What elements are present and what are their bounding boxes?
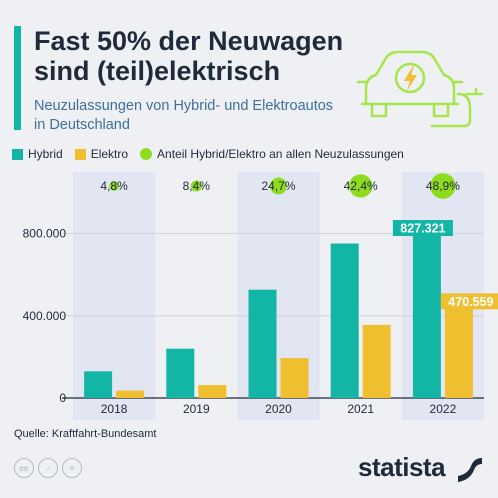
x-tick-label: 2020 [265, 402, 292, 416]
license-icons: cc ♂ = [14, 458, 86, 478]
bar-elektro-2018 [116, 390, 145, 398]
x-tick-label: 2021 [347, 402, 374, 416]
value-label-box-elektro [440, 293, 498, 310]
bar-chart: 0 400.000 800.000 2018 4,8% 2019 8,4% 2020 24,7%… [23, 172, 498, 420]
chart-legend: Hybrid Elektro Anteil Hybrid/Elektro an … [12, 146, 416, 162]
legend-label-hybrid: Hybrid [28, 147, 63, 161]
legend-item-share: Anteil Hybrid/Elektro an allen Neuzulass… [140, 147, 404, 161]
legend-swatch-elektro [74, 148, 86, 160]
y-tick-label: 800.000 [23, 227, 67, 241]
attribution-icon[interactable]: ♂ [38, 458, 58, 478]
x-tick-label: 2018 [101, 402, 128, 416]
cc-license-icon[interactable]: cc [14, 458, 34, 478]
share-label-2018: 4,8% [100, 179, 128, 193]
y-tick-label: 0 [59, 391, 66, 405]
share-label-2022: 48,9% [426, 179, 460, 193]
bar-hybrid-2022 [412, 228, 441, 398]
x-tick-label: 2022 [430, 402, 457, 416]
legend-item-elektro: Elektro [74, 147, 129, 161]
share-label-2020: 24,7% [261, 179, 295, 193]
bar-elektro-2019 [198, 385, 227, 398]
share-dot-2021 [349, 174, 373, 198]
legend-swatch-hybrid [12, 148, 23, 160]
share-label-2021: 42,4% [344, 179, 378, 193]
legend-label-share: Anteil Hybrid/Elektro an allen Neuzulass… [157, 147, 404, 161]
share-dot-2018 [109, 181, 119, 191]
source-note: Quelle: Kraftfahrt-Bundesamt [14, 428, 157, 440]
share-dot-2022 [430, 173, 456, 199]
electric-car-icon [356, 50, 484, 128]
value-label-box-hybrid [392, 220, 453, 237]
bar-hybrid-2018 [84, 371, 113, 398]
legend-item-hybrid: Hybrid [12, 147, 63, 161]
bar-elektro-2021 [362, 324, 391, 398]
y-tick-label: 400.000 [23, 309, 67, 323]
legend-label-elektro: Elektro [90, 147, 129, 161]
share-dot-2020 [270, 177, 287, 195]
value-label-hybrid: 827.321 [400, 222, 445, 236]
bar-hybrid-2021 [330, 243, 359, 398]
bar-hybrid-2019 [166, 348, 195, 398]
chart-title: Fast 50% der Neuwagen sind (teil)elektri… [34, 26, 344, 86]
share-label-2019: 8,4% [183, 179, 211, 193]
chart-subtitle: Neuzulassungen von Hybrid- und Elektroau… [34, 98, 334, 133]
legend-dot-share [140, 148, 153, 160]
value-label-elektro: 470.559 [448, 295, 493, 309]
statista-logo-icon[interactable] [456, 456, 484, 482]
no-derivatives-icon[interactable]: = [62, 458, 82, 478]
bar-elektro-2022 [444, 301, 473, 398]
statista-wordmark[interactable]: statista [358, 452, 446, 482]
bar-elektro-2020 [280, 358, 309, 398]
bar-hybrid-2020 [248, 289, 277, 398]
title-accent-bar [14, 26, 21, 130]
share-dot-2019 [190, 180, 202, 192]
x-tick-label: 2019 [183, 402, 210, 416]
